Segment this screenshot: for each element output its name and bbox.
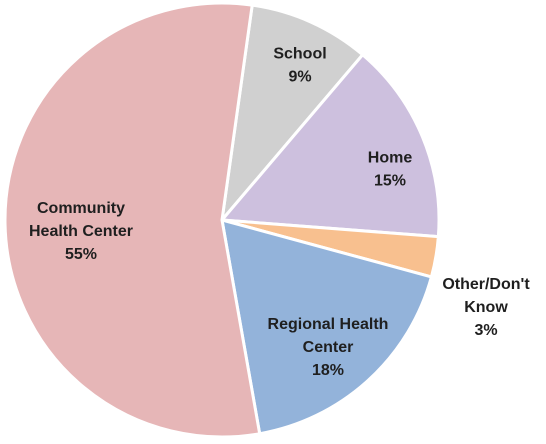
pie-label-school: School 9% <box>273 46 326 86</box>
pie-slice-school <box>220 3 365 222</box>
pie-label-line: Regional Health <box>268 316 389 333</box>
pie-label-line: Other/Don't <box>442 276 530 293</box>
pie-label-line: Health Center <box>29 223 133 240</box>
pie-label-other-don-t-know: Other/Don't Know 3% <box>442 276 530 339</box>
pie-label-line: Home <box>368 150 413 167</box>
pie-label-regional-health-center: Regional Health Center 18% <box>268 316 389 379</box>
pie-label-line: Community <box>37 200 125 217</box>
pie-label-value: 55% <box>65 246 97 263</box>
pie-label-home: Home 15% <box>368 150 413 190</box>
pie-label-line: School <box>273 46 326 63</box>
pie-slice-community-health-center <box>3 1 262 439</box>
pie-label-line: Center <box>303 339 354 356</box>
pie-labels: School 9% Home 15% Other/Don't Know 3% Regional… <box>29 46 530 380</box>
pie-label-value: 18% <box>312 362 344 379</box>
pie-slices <box>3 1 441 439</box>
pie-slice-regional-health-center <box>220 218 433 436</box>
pie-label-line: Know <box>464 299 508 316</box>
pie-label-value: 15% <box>374 173 406 190</box>
pie-label-value: 9% <box>288 69 311 86</box>
pie-slice-home <box>220 53 441 239</box>
pie-label-value: 3% <box>474 322 497 339</box>
pie-label-community-health-center: Community Health Center 55% <box>29 200 133 263</box>
